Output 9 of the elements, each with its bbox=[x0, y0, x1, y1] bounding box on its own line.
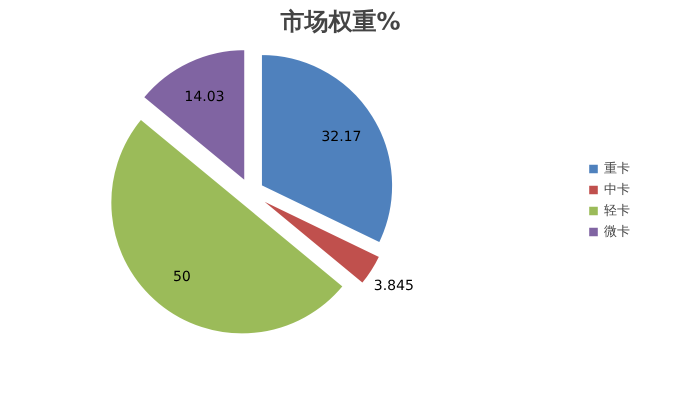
data-label: 32.17 bbox=[321, 128, 362, 145]
legend-label: 微卡 bbox=[604, 224, 630, 240]
data-label: 3.845 bbox=[374, 278, 414, 294]
chart-title: 市场权重% bbox=[279, 8, 401, 36]
data-label: 14.03 bbox=[184, 88, 225, 105]
legend-label: 重卡 bbox=[604, 160, 630, 178]
data-label: 50 bbox=[172, 269, 191, 286]
legend-label: 中卡 bbox=[604, 182, 630, 198]
legend-label: 轻卡 bbox=[604, 202, 630, 220]
